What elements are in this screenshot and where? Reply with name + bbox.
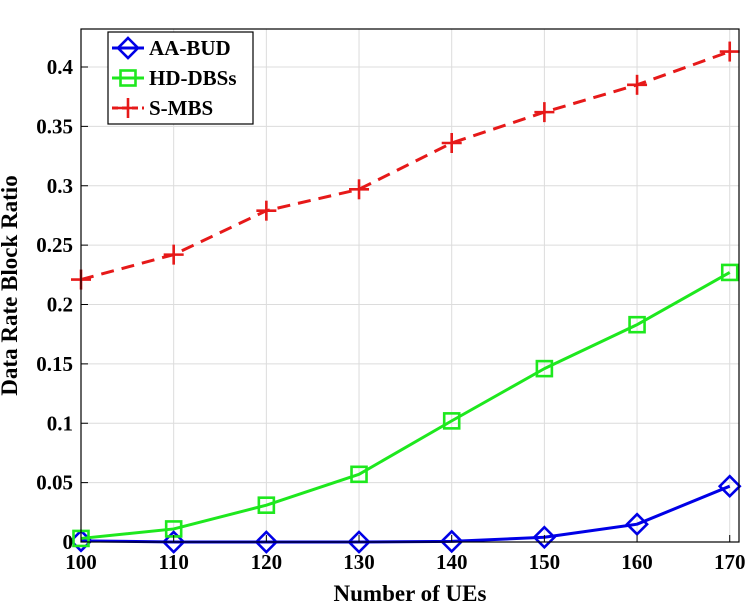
x-tick-label: 170 (714, 550, 746, 574)
legend-label: HD-DBSs (149, 66, 237, 90)
x-axis-label: Number of UEs (334, 581, 487, 606)
y-tick-label: 0.3 (47, 174, 73, 198)
data-point (625, 512, 649, 537)
data-point (256, 200, 277, 221)
legend-item: S-MBS (112, 96, 213, 120)
data-point (719, 41, 740, 62)
y-tick-label: 0.35 (36, 114, 73, 138)
data-point (439, 529, 464, 554)
y-tick-label: 0 (63, 530, 74, 554)
data-point (442, 412, 461, 430)
data-point (717, 474, 742, 499)
data-point (534, 102, 555, 123)
y-axis-label: Data Rate Block Ratio (0, 175, 22, 395)
data-point (163, 244, 184, 265)
legend: AA-BUD HD-DBSs S-MBS (107, 31, 254, 125)
data-point (350, 465, 368, 484)
x-tick-label: 160 (621, 550, 653, 574)
data-point (257, 496, 276, 514)
y-tick-label: 0.05 (36, 471, 73, 495)
y-tick-label: 0.15 (36, 352, 73, 376)
data-point (720, 263, 739, 282)
x-tick-label: 120 (251, 550, 283, 574)
y-tick-label: 0.4 (47, 55, 74, 79)
series-HD-DBSs (72, 263, 739, 548)
legend-marker (119, 69, 137, 87)
x-tick-label: 110 (159, 550, 189, 574)
y-tick-label: 0.25 (36, 233, 73, 257)
series-AA-BUD (69, 474, 742, 554)
legend-label: AA-BUD (149, 36, 231, 60)
data-point (532, 525, 557, 550)
legend-item: HD-DBSs (112, 66, 237, 90)
legend-label: S-MBS (149, 96, 213, 120)
data-point (628, 315, 646, 334)
y-tick-label: 0.1 (47, 411, 73, 435)
x-tick-label: 100 (65, 550, 97, 574)
data-point (535, 359, 554, 378)
legend-item: AA-BUD (112, 36, 231, 60)
x-tick-label: 150 (529, 550, 561, 574)
x-tick-label: 140 (436, 550, 468, 574)
data-point (627, 74, 648, 95)
y-ticks: 0 0.05 0.1 0.15 0.2 0.25 0.3 0.35 0.4 (36, 55, 88, 554)
data-point (441, 133, 462, 153)
x-ticks: 100 110 120 130 140 150 160 170 (65, 535, 745, 574)
series-S-MBS (71, 41, 740, 290)
series-line (80, 271, 731, 540)
x-tick-label: 130 (343, 550, 375, 574)
series-line (80, 50, 731, 282)
plot-frame (80, 28, 740, 543)
y-tick-label: 0.2 (47, 293, 73, 317)
legend-marker (118, 98, 138, 118)
series-line (80, 484, 731, 544)
data-point (349, 179, 370, 200)
legend-marker (116, 36, 140, 60)
data-point (161, 530, 186, 554)
data-point (254, 530, 279, 554)
data-point (347, 530, 371, 554)
